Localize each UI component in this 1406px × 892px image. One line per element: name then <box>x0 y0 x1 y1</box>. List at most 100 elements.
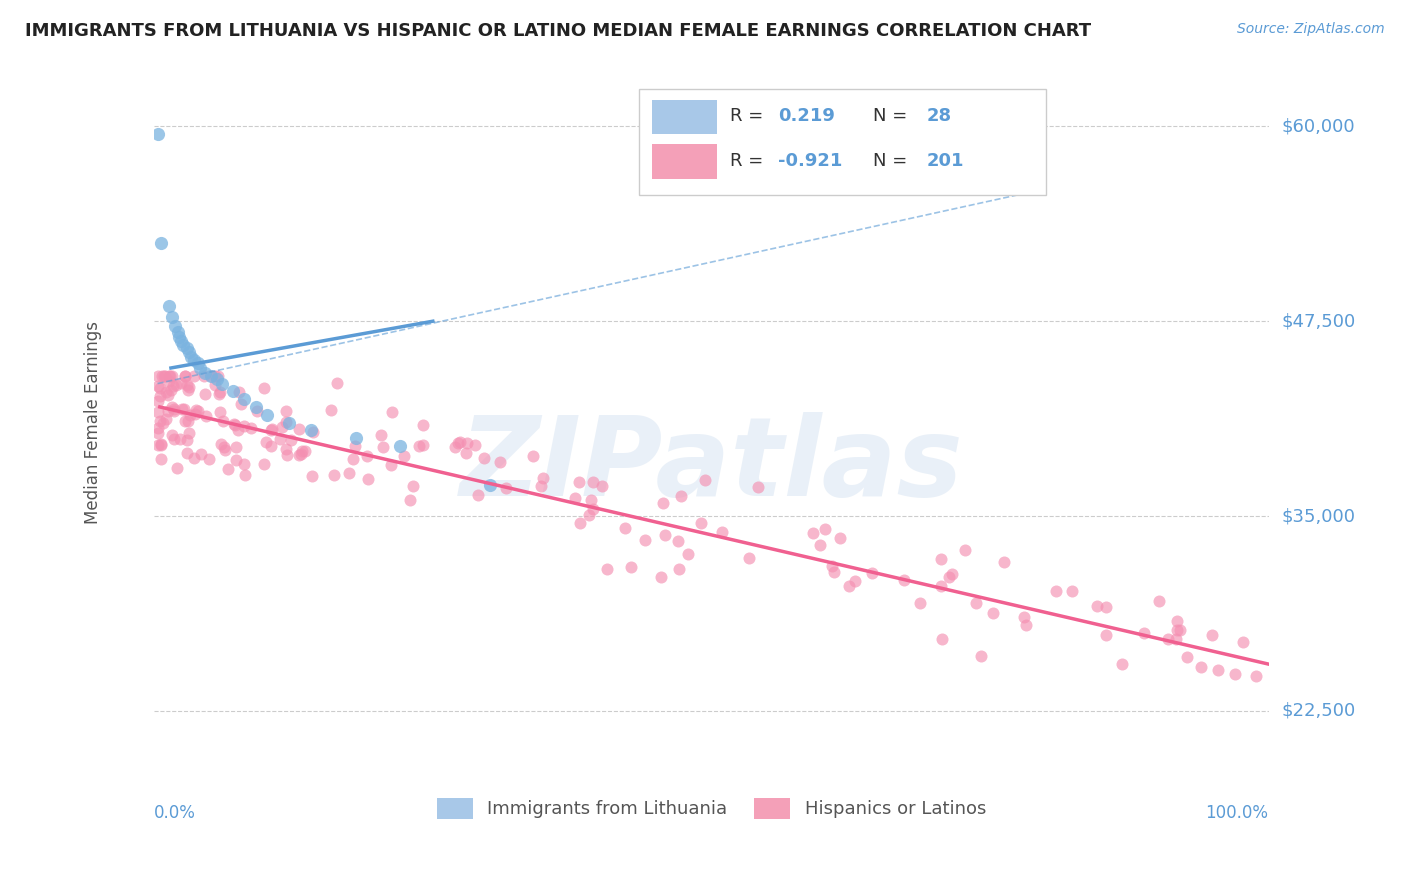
Point <box>184 403 207 417</box>
Point <box>194 409 217 424</box>
Point <box>1244 669 1267 683</box>
Point <box>449 434 471 449</box>
Point <box>169 432 191 446</box>
Point <box>155 412 177 426</box>
Text: $35,000: $35,000 <box>1282 507 1355 525</box>
Point <box>152 417 174 431</box>
Point <box>146 394 169 409</box>
Point <box>326 376 349 391</box>
Point <box>233 457 256 471</box>
Point <box>193 368 215 383</box>
Point <box>148 368 170 383</box>
Point <box>173 368 195 383</box>
Point <box>228 385 250 400</box>
Point <box>860 566 883 580</box>
Point <box>278 416 301 430</box>
Point <box>394 449 416 463</box>
Point <box>270 420 292 434</box>
Point <box>910 596 932 610</box>
Point <box>190 447 212 461</box>
Point <box>260 422 283 436</box>
Point <box>146 379 169 393</box>
Point <box>184 407 207 421</box>
Point <box>578 508 600 522</box>
Point <box>153 368 176 383</box>
Point <box>666 533 689 548</box>
Point <box>408 439 430 453</box>
Point <box>148 405 170 419</box>
Point <box>225 453 247 467</box>
Point <box>399 493 422 508</box>
Point <box>212 440 235 454</box>
Point <box>162 400 184 414</box>
Point <box>208 385 231 400</box>
Point <box>322 468 344 483</box>
Point <box>174 368 197 383</box>
Point <box>165 378 187 392</box>
Point <box>1012 610 1035 624</box>
Point <box>160 428 183 442</box>
Point <box>357 472 380 486</box>
Text: 0.219: 0.219 <box>779 107 835 126</box>
Point <box>149 414 172 428</box>
Point <box>803 525 825 540</box>
Point <box>381 405 404 419</box>
Point <box>454 446 477 460</box>
Point <box>412 418 434 433</box>
Point <box>1201 628 1223 642</box>
Point <box>288 422 311 436</box>
Point <box>157 299 180 313</box>
Point <box>569 516 592 530</box>
Point <box>738 550 761 565</box>
Point <box>344 431 367 445</box>
Point <box>167 330 190 344</box>
Point <box>165 318 187 333</box>
Point <box>159 368 181 383</box>
Text: 28: 28 <box>927 107 952 126</box>
Point <box>188 361 211 376</box>
Point <box>246 403 269 417</box>
Point <box>690 516 713 530</box>
Point <box>209 404 232 418</box>
Point <box>531 471 554 485</box>
Point <box>650 570 672 584</box>
Point <box>176 378 198 392</box>
Point <box>1133 626 1156 640</box>
Point <box>1062 584 1084 599</box>
Point <box>981 606 1004 620</box>
Point <box>253 457 276 471</box>
Point <box>179 380 201 394</box>
Point <box>591 478 613 492</box>
Point <box>1175 649 1198 664</box>
Point <box>180 350 202 364</box>
Point <box>579 493 602 508</box>
Point <box>582 475 605 489</box>
Text: R =: R = <box>730 152 769 169</box>
Point <box>568 475 591 490</box>
Point <box>204 368 226 383</box>
Text: 100.0%: 100.0% <box>1205 805 1268 822</box>
Point <box>522 449 544 463</box>
Point <box>214 443 236 458</box>
Point <box>276 448 298 462</box>
Point <box>149 236 172 251</box>
Point <box>488 455 510 469</box>
Point <box>160 383 183 397</box>
Point <box>280 433 302 447</box>
Point <box>1206 663 1229 677</box>
Point <box>343 439 366 453</box>
Text: Source: ZipAtlas.com: Source: ZipAtlas.com <box>1237 22 1385 37</box>
Point <box>233 467 256 482</box>
Point <box>844 574 866 588</box>
Point <box>710 525 733 540</box>
Point <box>1189 660 1212 674</box>
Point <box>1166 623 1188 637</box>
Point <box>149 389 172 403</box>
Point <box>290 447 312 461</box>
Text: $60,000: $60,000 <box>1282 118 1355 136</box>
Point <box>200 368 222 383</box>
Point <box>965 596 987 610</box>
Point <box>233 392 256 406</box>
Text: N =: N = <box>873 107 912 126</box>
Point <box>224 417 246 432</box>
